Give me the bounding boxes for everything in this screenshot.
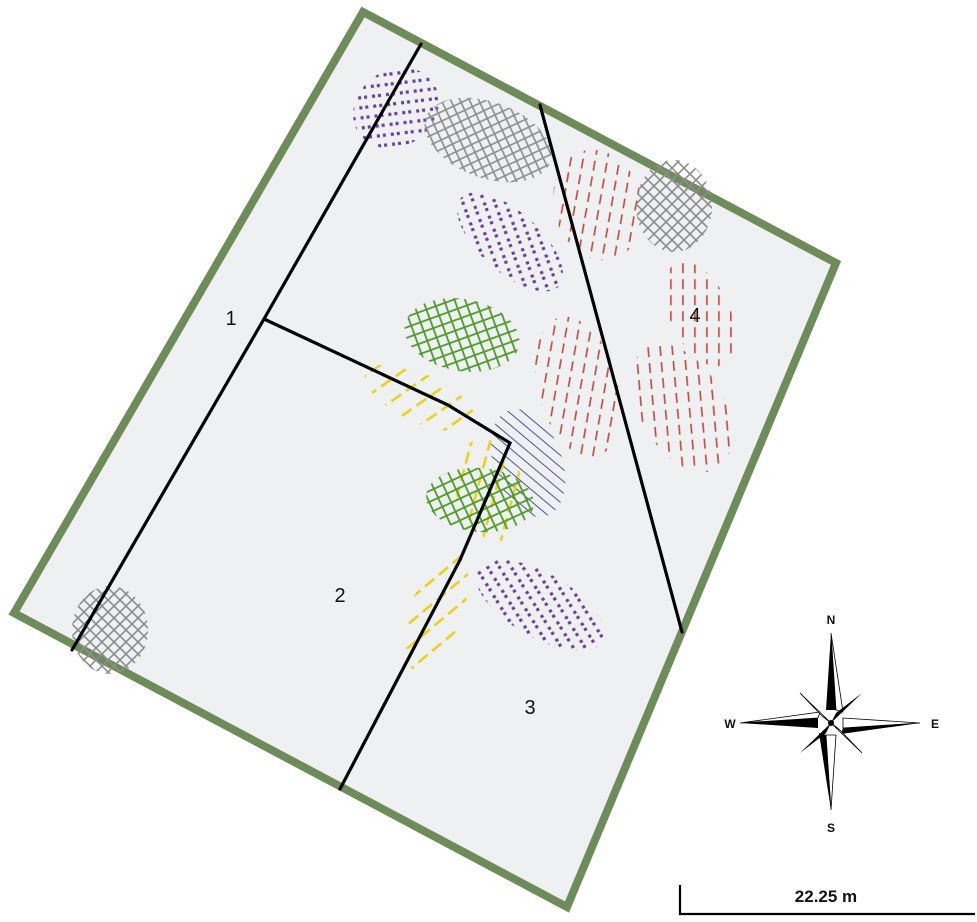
gray-area-northeast xyxy=(636,160,712,252)
divider-center xyxy=(262,317,513,791)
red-area-east xyxy=(663,261,737,367)
compass-west-point xyxy=(740,718,818,728)
compass-west-point-light xyxy=(739,711,821,724)
divider-west xyxy=(70,317,266,652)
compass-label-east: E xyxy=(931,717,939,731)
compass-diag-nw xyxy=(799,692,832,724)
compass-label-west: W xyxy=(724,717,736,731)
cover-areas xyxy=(72,67,737,674)
zone-label-2: 2 xyxy=(334,585,345,607)
compass-diag-se xyxy=(830,722,863,754)
purple-area-south xyxy=(475,559,605,651)
scale-bar: 22.25 m xyxy=(678,885,975,916)
compass-label-north: N xyxy=(827,613,836,627)
compass-diag-sw xyxy=(800,723,831,753)
gray-area-southwest xyxy=(72,586,148,674)
compass-diag-ne xyxy=(831,693,862,723)
compass-south-point-dark xyxy=(819,733,831,810)
yellow-area-lower xyxy=(403,553,469,671)
red-area-southeast xyxy=(631,343,733,473)
zone-dividers xyxy=(70,42,684,791)
divider-north-west xyxy=(262,42,423,321)
compass-east-point-dark xyxy=(841,723,920,734)
purple-area-center xyxy=(457,192,563,292)
compass-rose: N S E W xyxy=(724,613,939,835)
yellow-area-upper xyxy=(364,364,476,432)
zone-label-4: 4 xyxy=(689,305,700,327)
green-area-south xyxy=(426,467,534,533)
compass-label-south: S xyxy=(827,821,835,835)
scale-bar-label: 22.25 m xyxy=(795,887,857,906)
gray-area-north xyxy=(424,97,552,183)
scale-bar-line xyxy=(678,885,975,916)
divider-east xyxy=(538,103,684,634)
zone-label-1: 1 xyxy=(225,308,236,330)
green-area-north xyxy=(404,298,520,372)
zone-label-3: 3 xyxy=(524,697,535,719)
red-area-center xyxy=(535,316,621,458)
compass-north-point xyxy=(826,633,836,710)
